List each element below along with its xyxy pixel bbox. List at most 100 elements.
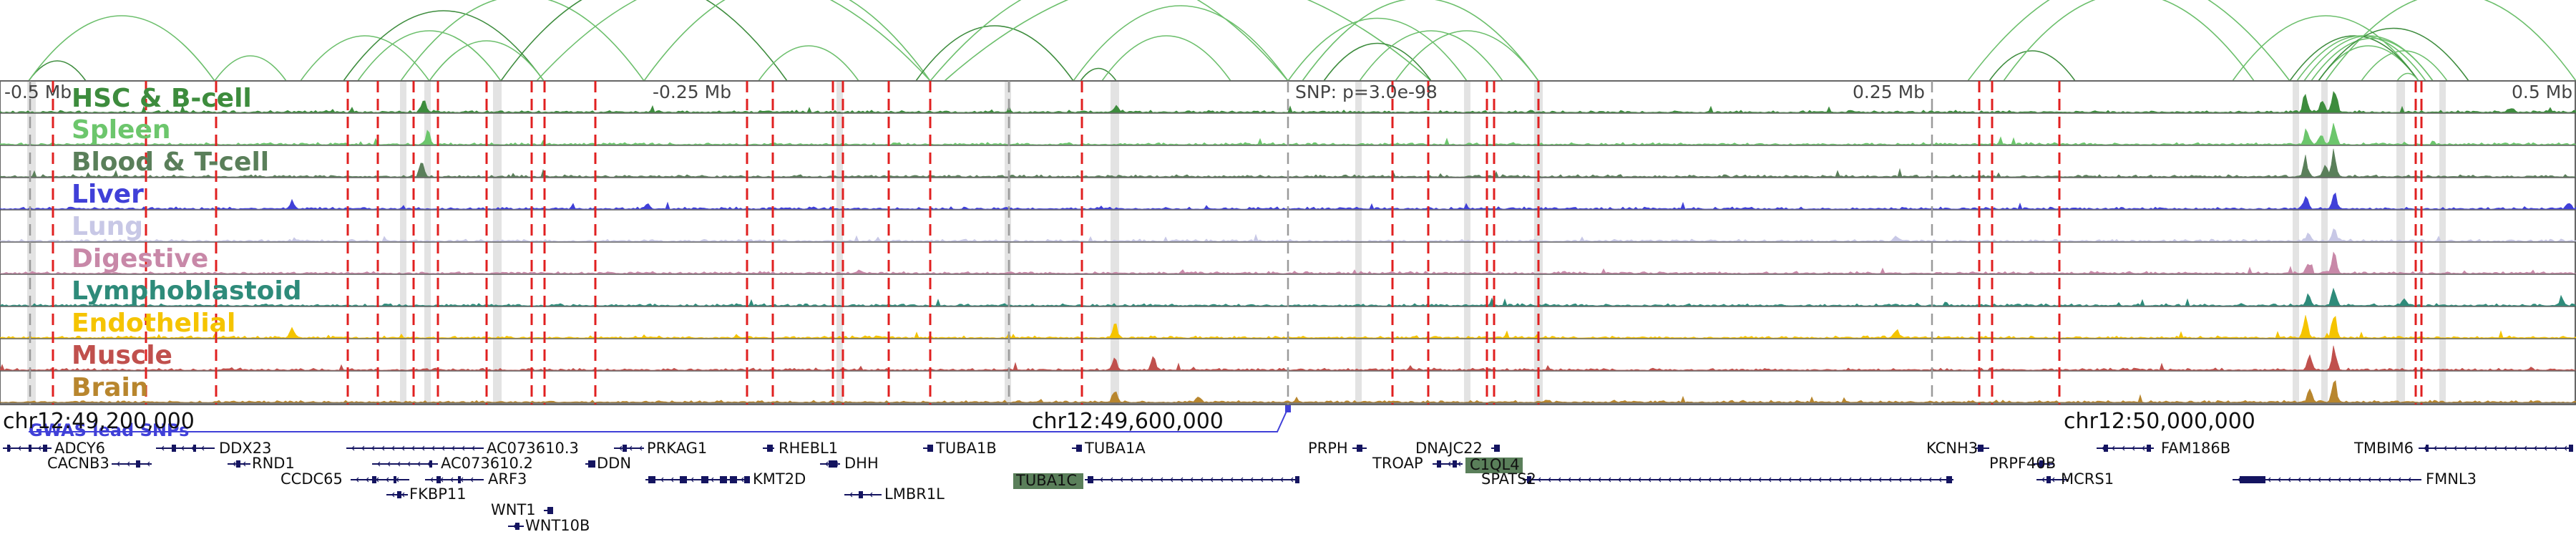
gene-exon [372, 476, 376, 483]
strand-arrow [401, 445, 405, 451]
strand-arrow [377, 461, 381, 467]
strand-arrow [849, 492, 853, 498]
gene-label-fam186b: FAM186B [2161, 440, 2230, 457]
signal-track [0, 345, 2576, 371]
strand-arrow [2268, 477, 2271, 483]
strand-arrow [472, 445, 475, 451]
strand-arrow [1898, 477, 1902, 483]
gene-label-prkag1: PRKAG1 [647, 440, 707, 457]
strand-arrow [1828, 477, 1832, 483]
gene-label-fkbp11: FKBP11 [409, 485, 467, 503]
gwas-lead-snps-label: GWAS lead SNPs [29, 420, 189, 440]
gwas-snp-connector [29, 407, 1289, 432]
strand-arrow [2062, 477, 2065, 483]
strand-arrow [1768, 477, 1772, 483]
coordinate-label-1: chr12:49,200,000 [3, 409, 195, 434]
strand-arrow [2358, 477, 2361, 483]
strand-arrow [1868, 477, 1872, 483]
signal-tracks [0, 91, 2576, 403]
strand-arrow [1808, 477, 1812, 483]
strand-arrow [1648, 477, 1652, 483]
strand-arrow [1858, 477, 1862, 483]
gene-exon [1088, 476, 1093, 483]
strand-arrow [441, 445, 445, 451]
strand-arrow [639, 445, 643, 451]
interaction-arc [758, 45, 859, 82]
interaction-arc [300, 35, 430, 82]
gene-label-fmnl3: FMNL3 [2426, 470, 2477, 488]
strand-arrow [1928, 477, 1932, 483]
strand-arrow [2132, 445, 2135, 451]
interaction-arc [1359, 30, 1503, 82]
gene-exon [136, 460, 140, 468]
highlight-band [400, 81, 406, 405]
strand-arrow [2041, 477, 2045, 483]
strand-arrow [1838, 477, 1842, 483]
strand-arrow [2474, 445, 2477, 451]
strand-arrow [1638, 477, 1641, 483]
interaction-arc [2318, 27, 2469, 82]
signal-track [0, 148, 2576, 178]
strand-arrow [1250, 477, 1254, 483]
strand-arrow [2288, 477, 2291, 483]
strand-arrow [1568, 477, 1571, 483]
gene-label-prph: PRPH [1308, 440, 1348, 457]
strand-arrow [2464, 445, 2467, 451]
strand-arrow [181, 445, 185, 451]
highlight-band [424, 81, 431, 405]
gene-label-kmt2d: KMT2D [753, 470, 806, 488]
coordinate-label-3: chr12:50,000,000 [2064, 409, 2255, 434]
gene-exon [1437, 460, 1441, 468]
strand-arrow [619, 445, 623, 451]
gene-label-spats2: SPATS2 [1481, 470, 1536, 488]
gene-exon [515, 523, 519, 530]
gene-exon [394, 476, 396, 483]
gene-models [3, 445, 2573, 530]
gene-exon [680, 476, 687, 483]
track-label-muscle: Muscle [72, 341, 172, 370]
strand-arrow [1668, 477, 1672, 483]
interaction-arc [944, 0, 1432, 82]
track-label-spleen: Spleen [72, 115, 171, 145]
interaction-arc [1302, 0, 1539, 82]
strand-arrow [397, 461, 401, 467]
strand-arrow [2494, 445, 2497, 451]
track-label-brain: Brain [72, 373, 148, 402]
strand-arrow [1778, 477, 1782, 483]
strand-arrow [629, 445, 633, 451]
strand-arrow [201, 445, 205, 451]
strand-arrow [2564, 445, 2567, 451]
gene-exon [2147, 445, 2151, 452]
gene-exon [2261, 476, 2265, 483]
strand-arrow [2318, 477, 2321, 483]
gene-exon [1978, 445, 1984, 452]
gene-exon [588, 460, 595, 468]
strand-arrow [1270, 477, 1274, 483]
strand-arrow [1728, 477, 1732, 483]
strand-arrow [407, 461, 411, 467]
strand-arrow [1558, 477, 1561, 483]
strand-arrow [391, 492, 395, 498]
strand-arrow [450, 477, 454, 483]
interaction-arc [536, 0, 931, 82]
strand-arrow [2534, 445, 2537, 451]
strand-arrow [1718, 477, 1722, 483]
strand-arrow [147, 461, 150, 467]
strand-arrow [356, 477, 359, 483]
coordinate-label-2: chr12:49,600,000 [1032, 409, 1224, 434]
snp-marker-lines [29, 81, 2423, 405]
interaction-arc [1989, 50, 2076, 82]
gene-exon [7, 445, 10, 452]
signal-track [0, 228, 2576, 242]
strand-arrow [1578, 477, 1581, 483]
interaction-arc [28, 15, 215, 82]
gene-label-tmbim6: TMBIM6 [2353, 440, 2414, 457]
strand-arrow [1260, 477, 1264, 483]
interaction-arc [2325, 0, 2576, 82]
strand-arrow [1788, 477, 1792, 483]
gene-label-prpf40b: PRPF40B [1989, 455, 2056, 472]
gene-exon [2254, 476, 2261, 483]
gene-exon [397, 491, 401, 498]
strand-arrow [1220, 477, 1224, 483]
